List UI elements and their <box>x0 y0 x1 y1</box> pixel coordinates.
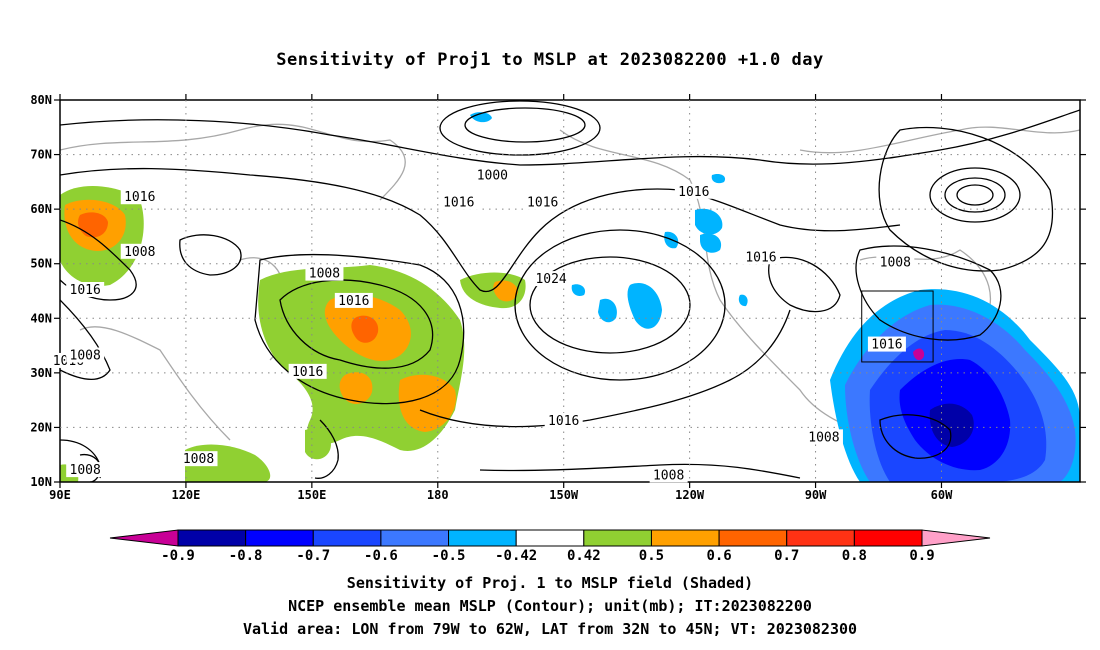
svg-text:1016: 1016 <box>871 338 902 353</box>
colorbar-swatch <box>177 529 247 547</box>
colorbar-swatch <box>786 529 855 547</box>
lat-tick-label: 70N <box>30 148 52 162</box>
longitude-axis: 90E 120E 150E 180 150W 120W 90W 60W <box>49 94 953 502</box>
lat-tick-label: 80N <box>30 93 52 107</box>
colorbar-label: 0.6 <box>706 548 731 564</box>
contour-label: 1016 <box>741 249 780 265</box>
colorbar-label: -0.5 <box>432 548 466 564</box>
contour-label: 1016 <box>288 363 327 380</box>
colorbar-swatch <box>650 529 720 547</box>
contour-label: 1008 <box>179 451 218 467</box>
contour-label: 1008 <box>120 243 159 260</box>
svg-text:1008: 1008 <box>70 348 101 363</box>
contour-label: 1016 <box>66 282 105 298</box>
lon-tick-label: 120E <box>171 488 200 502</box>
contour-label: 1008 <box>876 254 915 271</box>
contour-label: 1008 <box>66 347 105 363</box>
svg-text:1024: 1024 <box>535 272 566 287</box>
svg-text:1016: 1016 <box>548 414 579 429</box>
svg-text:1016: 1016 <box>443 196 474 211</box>
colorbar-swatch <box>448 529 517 547</box>
colorbar-swatch <box>380 529 450 547</box>
colorbar-label: -0.8 <box>229 548 263 564</box>
negative-sensitivity-atlantic <box>830 289 1080 482</box>
colorbar-label: 0.8 <box>842 548 867 564</box>
colorbar-label: 0.9 <box>909 548 934 564</box>
svg-text:1008: 1008 <box>183 452 214 467</box>
lat-tick-label: 20N <box>30 420 52 434</box>
colorbar-label: 0.5 <box>639 548 664 564</box>
svg-text:1008: 1008 <box>653 469 684 484</box>
colorbar-label: 0.42 <box>567 548 601 564</box>
colorbar-swatch <box>312 529 382 547</box>
colorbar: -0.9 -0.8 -0.7 -0.6 -0.5 -0.42 0.42 0.5 0.6 0.7 0.… <box>109 529 991 564</box>
colorbar-low-end <box>109 529 179 547</box>
map-frame <box>59 99 1081 483</box>
contour-label: 1008 <box>66 462 105 478</box>
caption-line-3: Valid area: LON from 79W to 62W, LAT fro… <box>242 620 858 638</box>
colorbar-label: -0.7 <box>296 548 330 564</box>
svg-text:1016: 1016 <box>70 283 101 298</box>
lat-tick-label: 60N <box>30 202 52 216</box>
contour-label: 1016 <box>120 189 159 205</box>
svg-text:1016: 1016 <box>124 190 155 205</box>
lon-tick-label: 150E <box>297 488 326 502</box>
svg-text:1008: 1008 <box>124 245 155 260</box>
latitude-axis: 80N 70N 60N 50N 40N 30N 20N 10N <box>30 93 1086 489</box>
colorbar-swatch <box>515 529 585 547</box>
svg-text:1016: 1016 <box>292 365 323 380</box>
contour-label: 1016 <box>334 292 373 309</box>
colorbar-label: -0.6 <box>364 548 398 564</box>
contour-label: 1016 <box>674 183 713 200</box>
colorbar-swatch <box>853 529 923 547</box>
svg-text:1016: 1016 <box>745 250 776 265</box>
negative-sensitivity-eastern-pacific <box>470 112 748 329</box>
positive-sensitivity-west-pacific <box>60 185 526 482</box>
lon-tick-label: 90E <box>49 488 71 502</box>
svg-text:1016: 1016 <box>338 294 369 309</box>
caption-line-1: Sensitivity of Proj. 1 to MSLP field (Sh… <box>346 574 754 592</box>
contour-label: 1016 <box>523 194 562 211</box>
colorbar-label: 0.7 <box>774 548 799 564</box>
svg-text:1008: 1008 <box>70 463 101 478</box>
plot-title: Sensitivity of Proj1 to MSLP at 20230822… <box>276 50 824 70</box>
colorbar-label: -0.9 <box>161 548 195 564</box>
contour-label: 1000 <box>473 167 512 183</box>
svg-text:1008: 1008 <box>309 267 340 282</box>
caption-line-2: NCEP ensemble mean MSLP (Contour); unit(… <box>288 597 812 615</box>
lon-tick-label: 150W <box>549 488 579 502</box>
lon-tick-label: 120W <box>675 488 705 502</box>
lat-tick-label: 10N <box>30 475 52 489</box>
valid-area-box <box>861 290 934 363</box>
contour-label: 1024 <box>532 271 571 287</box>
contour-label: 1016 <box>544 412 583 429</box>
svg-text:1008: 1008 <box>808 430 839 445</box>
contour-label: 1016 <box>867 336 906 353</box>
lon-tick-label: 90W <box>805 488 827 502</box>
colorbar-swatch <box>583 529 652 547</box>
contour-label: 1016 <box>439 194 478 211</box>
lat-tick-label: 30N <box>30 366 52 380</box>
contour-label: 1008 <box>804 429 843 445</box>
colorbar-swatch <box>245 529 314 547</box>
contour-label: 1008 <box>305 265 344 282</box>
graticule <box>60 100 1080 482</box>
svg-text:1016: 1016 <box>678 185 709 200</box>
svg-text:1000: 1000 <box>477 168 508 183</box>
colorbar-high-end <box>921 529 991 547</box>
svg-text:1008: 1008 <box>880 256 911 271</box>
lat-tick-label: 40N <box>30 311 52 325</box>
lat-tick-label: 50N <box>30 257 52 271</box>
lon-tick-label: 60W <box>931 488 953 502</box>
lon-tick-label: 180 <box>427 488 449 502</box>
svg-text:1016: 1016 <box>527 196 558 211</box>
colorbar-label: -0.42 <box>495 548 537 564</box>
colorbar-swatch <box>718 529 788 547</box>
contour-label: 1008 <box>649 467 688 484</box>
